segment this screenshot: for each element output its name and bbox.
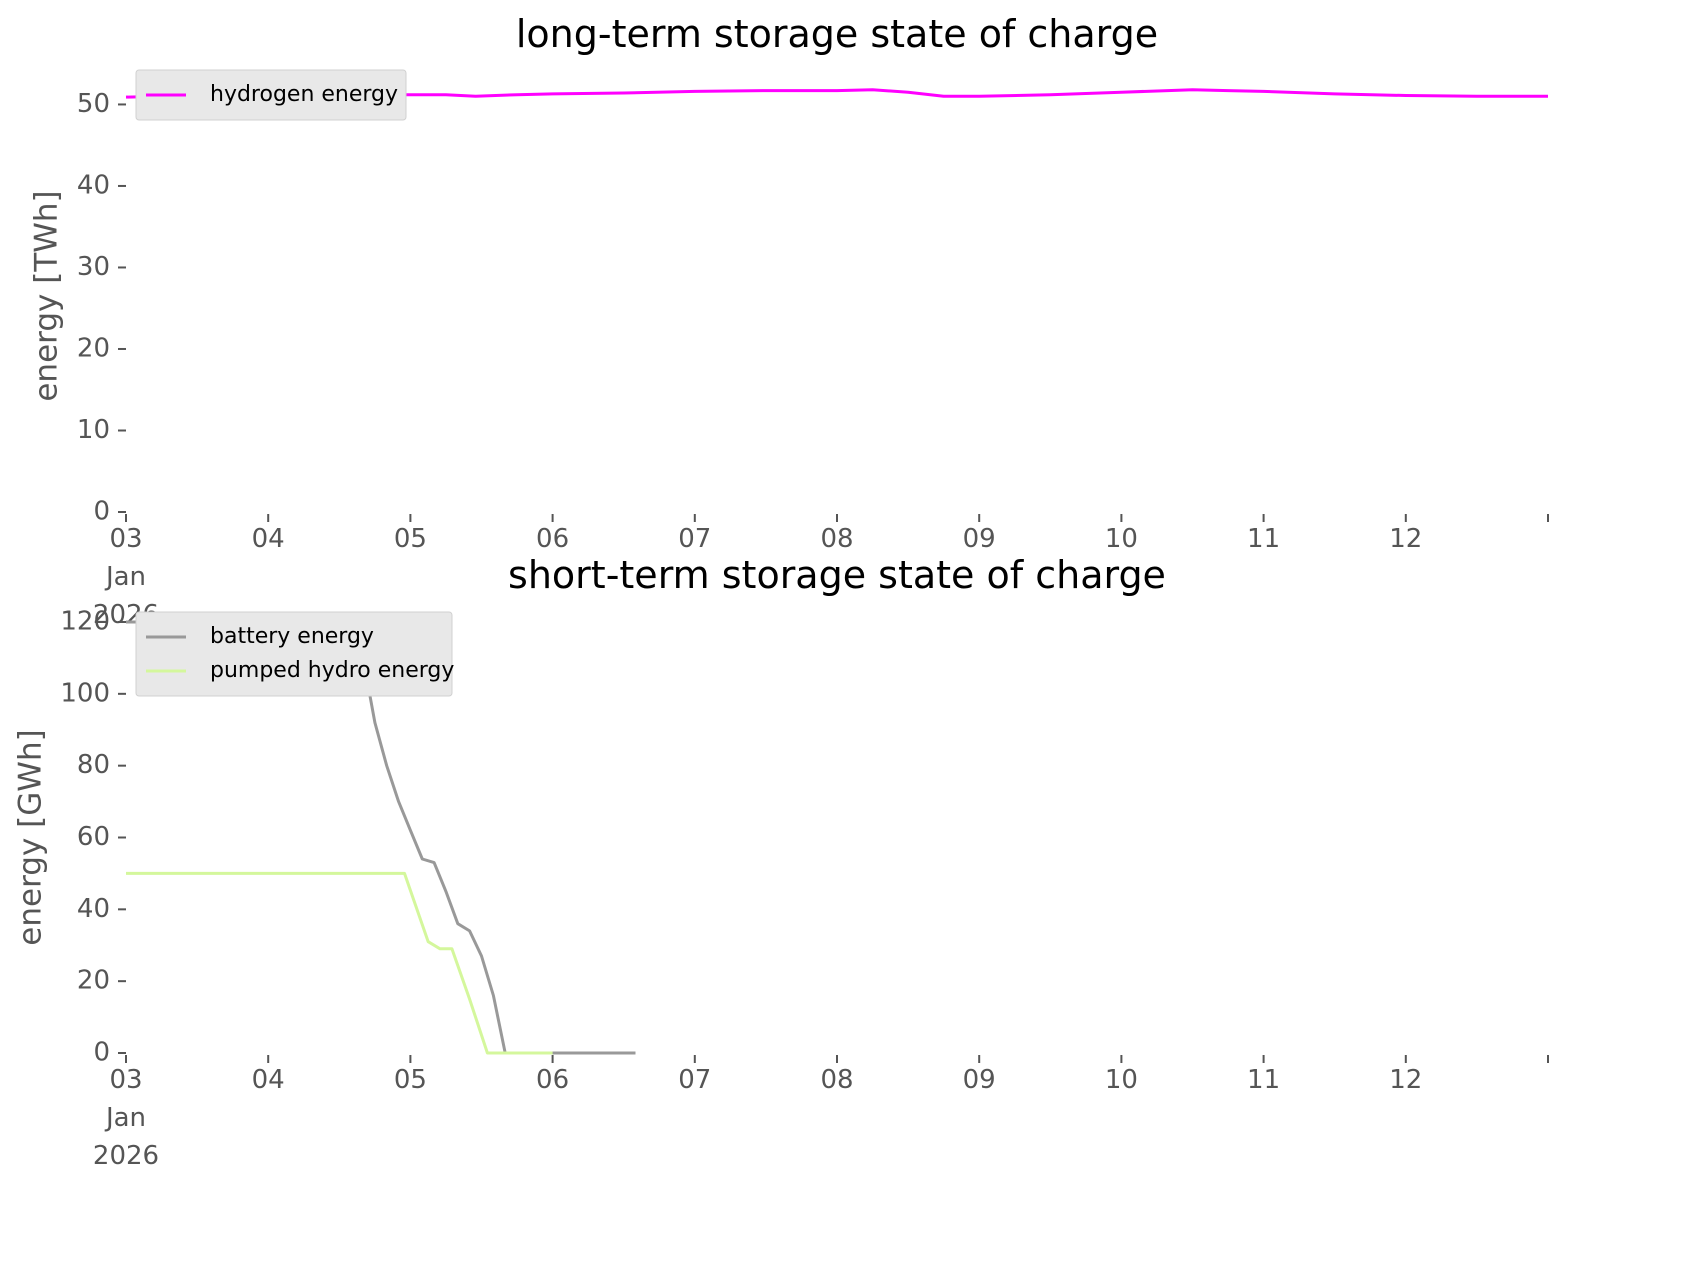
series-line-battery-energy: [126, 620, 636, 1055]
x-tick-label: 07: [678, 1065, 711, 1095]
y-tick-label: 20: [77, 333, 110, 363]
y-axis-label: energy [TWh]: [29, 190, 65, 401]
x-tick-label: 03: [109, 1065, 142, 1095]
x-tick-label: 06: [536, 1065, 569, 1095]
y-axis: 0 20 40 60 80 100 120: [60, 607, 126, 1068]
series-line-hydrogen-energy: [125, 88, 1548, 99]
legend-label: pumped hydro energy: [210, 658, 454, 683]
x-tick-label: 09: [963, 1065, 996, 1095]
x-tick-label: Jan: [104, 1103, 146, 1133]
x-tick-label: 10: [1105, 524, 1138, 554]
legend: battery energy pumped hydro energy: [135, 611, 454, 697]
x-tick-label: 05: [394, 1065, 427, 1095]
y-tick-label: 100: [60, 678, 110, 708]
y-tick-label: 40: [77, 170, 110, 200]
x-tick-label: 08: [820, 524, 853, 554]
x-tick-label: 12: [1389, 524, 1422, 554]
y-tick-label: 120: [60, 607, 110, 637]
x-tick-label: 11: [1247, 1065, 1280, 1095]
x-tick-label: 09: [963, 524, 996, 554]
y-tick-label: 30: [77, 252, 110, 282]
legend-label: battery energy: [210, 624, 374, 649]
legend-label: hydrogen energy: [210, 82, 398, 107]
y-tick-label: 40: [77, 894, 110, 924]
long-term-storage-panel: long-term storage state of charge energy…: [29, 12, 1549, 630]
y-tick-label: 10: [77, 415, 110, 445]
legend-box: [135, 611, 453, 697]
x-tick-label: 2026: [93, 1141, 159, 1171]
y-tick-label: 0: [93, 497, 110, 527]
y-tick-label: 20: [77, 966, 110, 996]
x-tick-label: 04: [252, 524, 285, 554]
chart-title: long-term storage state of charge: [516, 12, 1158, 56]
series-line-pumped-hydro-energy: [126, 871, 553, 1055]
legend: hydrogen energy: [135, 69, 407, 121]
y-tick-label: 80: [77, 750, 110, 780]
x-tick-label: 04: [252, 1065, 285, 1095]
y-axis-label: energy [GWh]: [13, 729, 49, 945]
x-tick-label: 07: [678, 524, 711, 554]
x-tick-label: 06: [536, 524, 569, 554]
y-tick-label: 0: [93, 1038, 110, 1068]
x-tick-label: 05: [394, 524, 427, 554]
y-axis: 0 10 20 30 40 50: [77, 89, 126, 527]
x-tick-label: 03: [109, 524, 142, 554]
x-tick-label: Jan: [104, 562, 146, 592]
short-term-storage-panel: short-term storage state of charge energ…: [13, 553, 1549, 1171]
series-lines: [126, 620, 636, 1055]
x-tick-label: 12: [1389, 1065, 1422, 1095]
series-lines: [125, 88, 1548, 99]
x-axis: 03 Jan 2026 04 05 06 07 08 09 10 11 12: [93, 1055, 1549, 1171]
y-tick-label: 50: [77, 89, 110, 119]
x-tick-label: 08: [820, 1065, 853, 1095]
legend-box: [135, 69, 407, 121]
x-tick-label: 10: [1105, 1065, 1138, 1095]
y-tick-label: 60: [77, 822, 110, 852]
x-tick-label: 11: [1247, 524, 1280, 554]
chart-title: short-term storage state of charge: [508, 553, 1166, 597]
